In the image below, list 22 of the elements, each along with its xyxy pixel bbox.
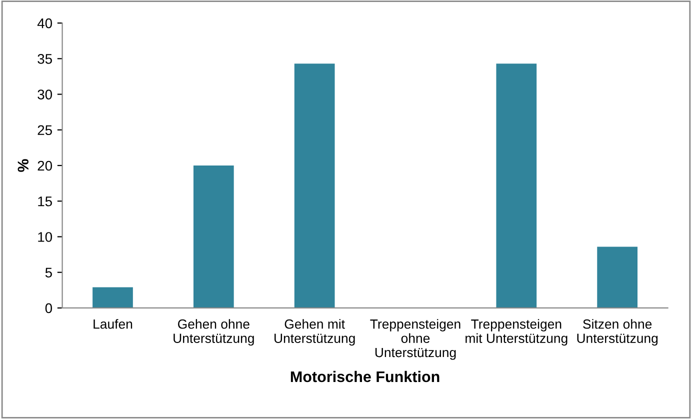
- y-tick-label: 15: [38, 196, 52, 206]
- x-tick-label: Gehen mit Unterstützung: [274, 319, 355, 346]
- bar: [597, 246, 638, 308]
- y-tick-label: 10: [38, 232, 52, 242]
- x-tick-label: Treppensteigen ohne Unterstützung: [370, 319, 460, 360]
- y-tick-label: 40: [37, 18, 52, 28]
- bar: [193, 166, 234, 308]
- x-tick-label: Sitzen ohne Unterstützung: [577, 319, 658, 346]
- y-tick-label: 35: [38, 54, 52, 64]
- x-tick-label: Gehen ohne Unterstützung: [174, 319, 254, 346]
- bar: [92, 287, 133, 308]
- y-tick-label: 5: [45, 268, 52, 278]
- x-tick-label: Laufen: [94, 319, 132, 329]
- x-tick-label: Treppensteigen mit Unterstützung: [466, 319, 568, 346]
- y-tick-label: 20: [38, 160, 52, 171]
- bar: [496, 64, 537, 308]
- y-tick-label: 30: [38, 90, 52, 100]
- bar: [294, 64, 335, 308]
- x-axis-title: Motorische Funktion: [290, 370, 440, 382]
- y-tick-label: 0: [45, 303, 52, 314]
- y-axis-title: %: [18, 159, 29, 172]
- y-tick-label: 25: [38, 125, 52, 136]
